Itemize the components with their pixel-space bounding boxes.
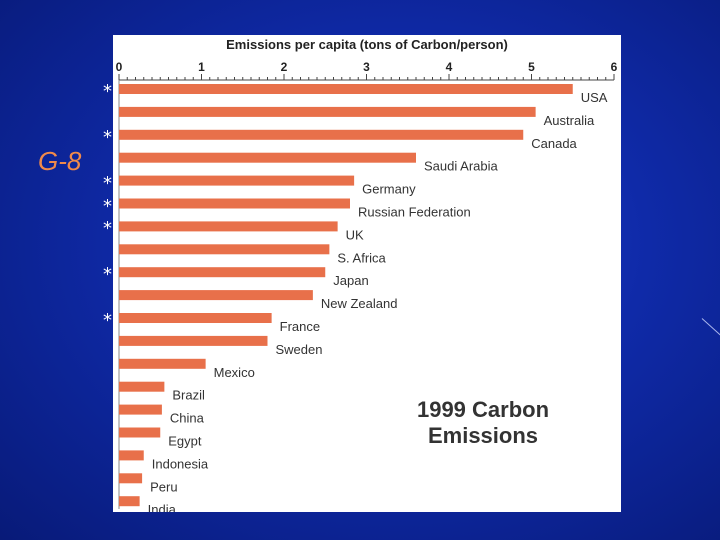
bar-egypt: [119, 427, 161, 438]
bar-chart: 0 1 2 3 4 5 6 USA Australia Canada Saudi Arabia Ger…: [116, 60, 618, 512]
bar-germany: [119, 175, 355, 186]
bar-new-zealand: [119, 290, 313, 301]
x-tick-label: 0: [116, 60, 123, 74]
chart-annotation: 1999 Carbon Emissions: [373, 397, 593, 450]
bar-label: UK: [346, 227, 364, 242]
bar-label: Egypt: [168, 434, 202, 449]
g8-star-marker: *: [103, 195, 112, 217]
bar-saudi-arabia: [119, 152, 416, 163]
bar-china: [119, 404, 162, 415]
bar-label: India: [148, 502, 177, 512]
bar-label: Brazil: [172, 388, 205, 403]
bar-label: China: [170, 411, 205, 426]
bar-australia: [119, 106, 536, 117]
bar-label: Indonesia: [152, 456, 209, 471]
bar-peru: [119, 473, 143, 484]
bar-sweden: [119, 335, 268, 346]
g8-star-marker: *: [103, 310, 112, 331]
bar-canada: [119, 129, 524, 140]
bar-label: Peru: [150, 479, 177, 494]
bar-usa: [119, 84, 573, 94]
bar-label: New Zealand: [321, 296, 398, 311]
chart-panel: Emissions per capita (tons of Carbon/per…: [113, 35, 621, 512]
bar-s-africa: [119, 244, 330, 255]
bar-russian-federation: [119, 198, 350, 209]
annotation-line-1: 1999 Carbon: [416, 397, 550, 422]
x-tick-label: 4: [446, 60, 453, 74]
bar-france: [119, 313, 272, 323]
bar-label: Sweden: [276, 342, 323, 357]
bar-india: [119, 496, 140, 507]
g8-star-marker: *: [103, 172, 112, 194]
x-tick-label: 3: [363, 60, 370, 74]
bar-label: Australia: [544, 113, 595, 128]
g8-star-marker: *: [103, 126, 112, 148]
g8-star-marker: *: [103, 81, 112, 102]
x-tick-label: 5: [528, 60, 535, 74]
bar-label: S. Africa: [337, 250, 386, 265]
bar-japan: [119, 267, 326, 278]
bar-label: Mexico: [214, 365, 255, 380]
bar-mexico: [119, 358, 206, 369]
bar-uk: [119, 221, 338, 232]
decorative-line: [701, 318, 720, 338]
bar-label: USA: [581, 90, 608, 105]
x-tick-label: 2: [281, 60, 288, 74]
bar-label: France: [280, 319, 320, 334]
g8-star-marker: *: [103, 218, 112, 240]
bar-indonesia: [119, 450, 144, 461]
bar-label: Canada: [531, 136, 577, 151]
x-tick-label: 6: [611, 60, 618, 74]
g8-star-marker: *: [103, 264, 112, 286]
x-tick-label: 1: [198, 60, 205, 74]
g8-label: G-8: [38, 146, 82, 176]
bar-label: Russian Federation: [358, 205, 471, 220]
bar-brazil: [119, 381, 165, 392]
bar-label: Japan: [333, 273, 368, 288]
bar-label: Saudi Arabia: [424, 159, 498, 174]
bar-label: Germany: [362, 182, 416, 197]
annotation-line-2: Emissions: [427, 423, 539, 449]
chart-title: Emissions per capita (tons of Carbon/per…: [226, 37, 508, 52]
